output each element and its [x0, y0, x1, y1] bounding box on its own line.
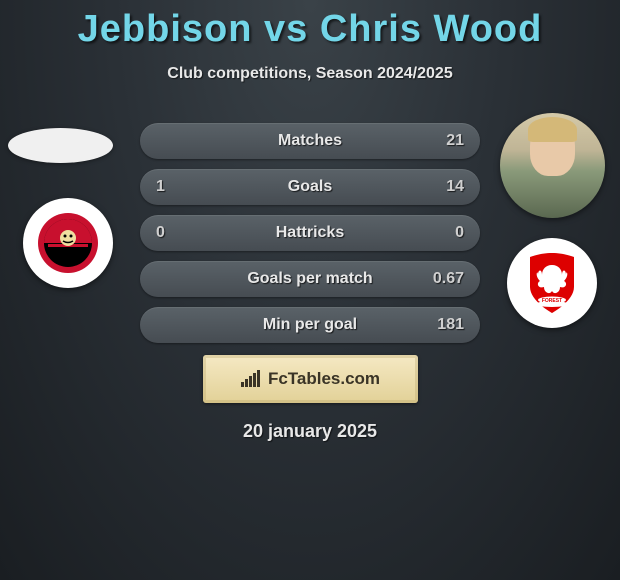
player2-column: FOREST — [492, 113, 612, 328]
stat-label-gpm: Goals per match — [196, 270, 424, 288]
source-text: FcTables.com — [268, 369, 380, 389]
stat-p2-matches: 21 — [424, 132, 464, 150]
stat-p2-hattricks: 0 — [424, 224, 464, 242]
player1-avatar — [8, 128, 113, 163]
player2-club-badge: FOREST — [507, 238, 597, 328]
date-label: 20 january 2025 — [0, 421, 620, 442]
stat-row-gpm: Goals per match 0.67 — [140, 261, 480, 297]
stat-row-goals: 1 Goals 14 — [140, 169, 480, 205]
stat-row-matches: Matches 21 — [140, 123, 480, 159]
stat-p2-gpm: 0.67 — [424, 270, 464, 288]
player2-avatar — [500, 113, 605, 218]
comparison-content: FOREST Matches 21 1 Goals 14 0 Hattricks… — [0, 113, 620, 442]
page-title: Jebbison vs Chris Wood — [0, 0, 620, 51]
stat-row-hattricks: 0 Hattricks 0 — [140, 215, 480, 251]
stat-p1-goals: 1 — [156, 178, 196, 196]
svg-text:FOREST: FOREST — [542, 298, 562, 304]
stat-row-mpg: Min per goal 181 — [140, 307, 480, 343]
stat-p2-goals: 14 — [424, 178, 464, 196]
stats-list: Matches 21 1 Goals 14 0 Hattricks 0 Goal… — [140, 113, 480, 343]
stat-label-matches: Matches — [196, 132, 424, 150]
bars-icon — [240, 370, 262, 388]
stat-p2-mpg: 181 — [424, 316, 464, 334]
stat-p1-hattricks: 0 — [156, 224, 196, 242]
player1-club-badge — [23, 198, 113, 288]
stat-label-mpg: Min per goal — [196, 316, 424, 334]
player1-column — [8, 113, 128, 288]
subtitle: Club competitions, Season 2024/2025 — [0, 65, 620, 83]
stat-label-hattricks: Hattricks — [196, 224, 424, 242]
nffc-crest-icon: FOREST — [522, 251, 582, 315]
source-badge: FcTables.com — [203, 355, 418, 403]
stat-label-goals: Goals — [196, 178, 424, 196]
afcb-crest-icon — [37, 212, 99, 274]
